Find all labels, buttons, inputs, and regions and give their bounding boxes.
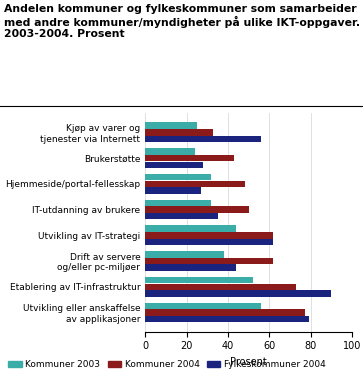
Bar xyxy=(145,206,249,213)
Bar xyxy=(145,258,273,264)
Bar xyxy=(145,187,201,194)
Bar xyxy=(145,225,236,232)
Bar xyxy=(145,232,273,239)
Bar xyxy=(145,239,273,245)
Bar xyxy=(145,251,224,257)
Bar xyxy=(145,303,261,309)
Bar xyxy=(145,181,245,187)
Bar xyxy=(145,309,305,316)
Bar xyxy=(145,316,309,322)
Bar xyxy=(145,123,197,129)
Bar xyxy=(145,136,261,142)
Bar xyxy=(145,174,211,180)
Bar xyxy=(145,284,296,290)
Bar xyxy=(145,290,331,297)
Bar xyxy=(145,200,211,206)
Bar xyxy=(145,162,203,168)
Bar xyxy=(145,148,195,155)
Legend: Kommuner 2003, Kommuner 2004, Fylkeskommuner 2004: Kommuner 2003, Kommuner 2004, Fylkeskomm… xyxy=(4,356,329,372)
Bar xyxy=(145,213,218,219)
Text: Andelen kommuner og fylkeskommuner som samarbeider
med andre kommuner/myndighete: Andelen kommuner og fylkeskommuner som s… xyxy=(4,4,360,40)
Bar xyxy=(145,265,236,271)
Bar xyxy=(145,155,234,161)
X-axis label: Prosent: Prosent xyxy=(230,357,267,367)
Bar xyxy=(145,129,213,136)
Bar xyxy=(145,277,253,283)
